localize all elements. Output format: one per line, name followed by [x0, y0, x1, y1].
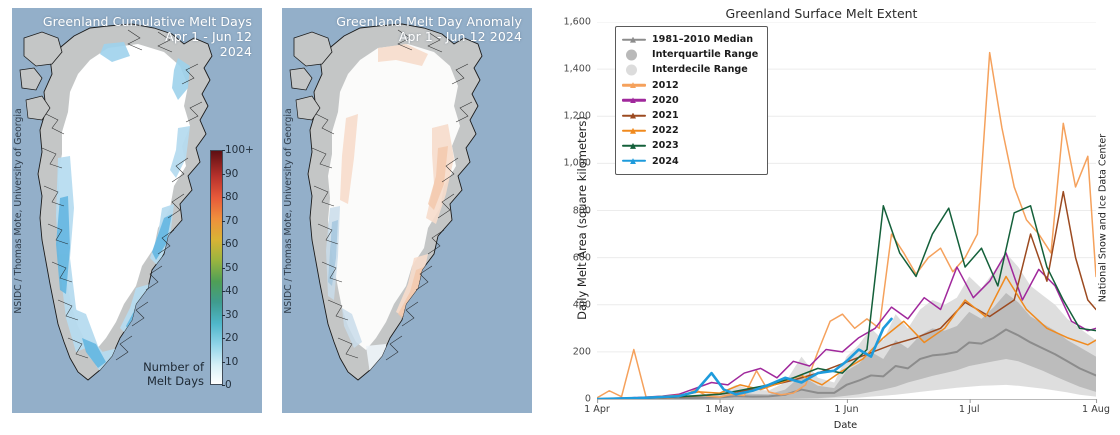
colorbar-tick: 0	[222, 379, 232, 391]
colorbar-tick: 40	[221, 285, 239, 297]
colorbar-melt-days-label: Number of Melt Days	[138, 360, 204, 388]
legend-item-interdecile-range[interactable]: Interdecile Range	[622, 62, 758, 77]
map-panel-cumulative-melt-days: Greenland Cumulative Melt Days Apr 1 - J…	[12, 8, 262, 413]
colorbar-melt-days: 100+ 90 80 70 60 50 40 30 20 10 0	[210, 144, 262, 391]
x-tick-label: 1 Aug	[1082, 399, 1110, 415]
legend-item-2024[interactable]: 2024	[622, 154, 758, 169]
map2-credit: NSIDC / Thomas Mote, University of Georg…	[283, 107, 295, 314]
y-tick-label: 1,200	[563, 110, 591, 122]
y-tick-label: 0	[584, 393, 591, 405]
legend-item-interquartile-range[interactable]: Interquartile Range	[622, 47, 758, 62]
chart-series-2024	[597, 317, 893, 399]
y-tick-label: 600	[572, 252, 591, 264]
colorbar-tick: 90	[221, 167, 239, 180]
legend-item-label: 1981–2010 Median	[652, 34, 754, 46]
legend-item-2012[interactable]: 2012	[622, 78, 758, 93]
colorbar-tick: 60	[221, 238, 239, 250]
legend-swatch-icon	[622, 125, 646, 137]
legend-item-2020[interactable]: 2020	[622, 93, 758, 108]
colorbar-tick: 10	[221, 355, 239, 368]
melt-extent-chart: Greenland Surface Melt Extent Daily Melt…	[545, 0, 1120, 435]
legend-swatch-icon	[622, 34, 646, 46]
legend-item-label: 2023	[652, 140, 679, 152]
x-tick-label: 1 Jun	[834, 399, 859, 415]
legend-swatch-icon	[622, 49, 646, 61]
y-tick-label: 200	[572, 346, 591, 358]
legend-item-label: Interquartile Range	[652, 49, 759, 61]
map-panel-melt-day-anomaly: Greenland Melt Day Anomaly Apr 1 - Jun 1…	[282, 8, 532, 413]
colorbar-tick: 20	[221, 332, 239, 344]
chart-series-1981-2010-Median	[597, 328, 1096, 399]
legend-swatch-icon	[622, 110, 646, 122]
legend-swatch-icon	[622, 64, 646, 76]
legend-item-label: 2022	[652, 125, 679, 137]
colorbar-melt-days-ticks: 100+ 90 80 70 60 50 40 30 20 10 0	[221, 144, 262, 391]
greenland-map-anomaly	[282, 8, 532, 413]
legend-swatch-icon	[622, 140, 646, 152]
legend-item-label: Interdecile Range	[652, 64, 748, 76]
colorbar-tick: 30	[221, 308, 239, 321]
colorbar-tick: 50	[221, 261, 239, 274]
legend-item-label: 2021	[652, 110, 679, 122]
y-tick-label: 800	[572, 205, 591, 216]
x-tick-label: 1 Apr	[584, 399, 610, 415]
legend-item-label: 2012	[652, 79, 679, 91]
legend-swatch-icon	[622, 94, 646, 106]
chart-title: Greenland Surface Melt Extent	[725, 6, 918, 21]
colorbar-tick: 70	[221, 214, 239, 227]
colorbar-tick: 80	[221, 191, 239, 203]
legend-item-2023[interactable]: 2023	[622, 138, 758, 153]
chart-series-2020	[597, 252, 1096, 399]
legend-item-2021[interactable]: 2021	[622, 108, 758, 123]
chart-credit: National Snow and Ice Data Center	[1097, 133, 1109, 302]
legend-item-1981-2010-median[interactable]: 1981–2010 Median	[622, 32, 758, 47]
chart-band-1	[597, 292, 1096, 399]
y-tick-label: 400	[572, 299, 591, 311]
legend-swatch-icon	[622, 79, 646, 91]
chart-series-2023	[597, 205, 1096, 399]
cb1-label-line2: Melt Days	[146, 374, 204, 388]
legend-item-label: 2020	[652, 94, 679, 106]
colorbar-tick: 100+	[222, 144, 254, 156]
x-tick-label: 1 Jul	[958, 399, 980, 415]
y-tick-label: 1,400	[563, 63, 591, 75]
legend-item-label: 2024	[652, 155, 679, 167]
y-tick-label: 1,600	[563, 16, 591, 28]
map1-credit: NSIDC / Thomas Mote, University of Georg…	[13, 107, 25, 314]
legend-swatch-icon	[622, 155, 646, 167]
y-tick-label: 1,000	[563, 157, 591, 169]
x-tick-label: 1 May	[705, 399, 735, 415]
cb1-label-line1: Number of	[143, 360, 204, 374]
legend-item-2022[interactable]: 2022	[622, 123, 758, 138]
chart-legend[interactable]: 1981–2010 Median Interquartile Range Inter…	[615, 26, 769, 175]
chart-x-axis-label: Date	[833, 420, 858, 431]
